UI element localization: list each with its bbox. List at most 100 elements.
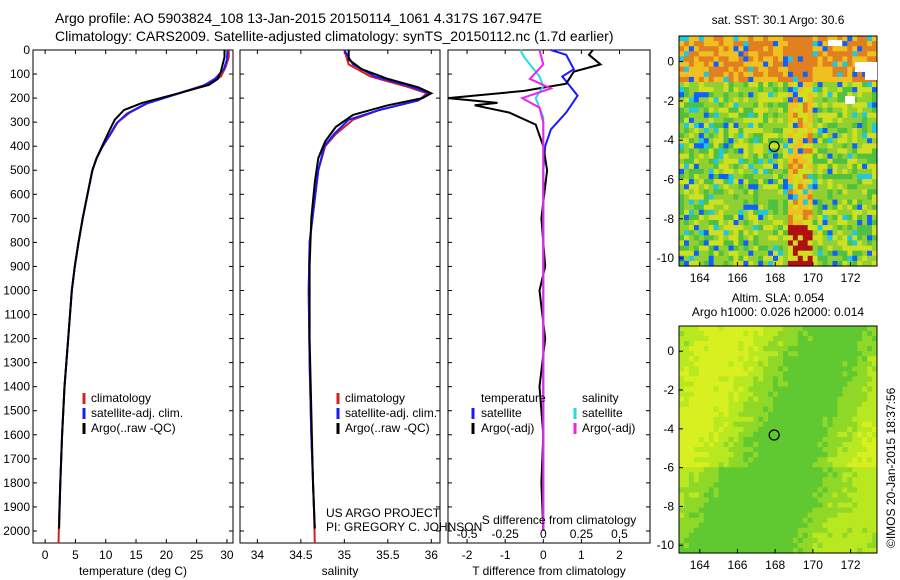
depth-tick-label: 1500 [3,404,30,418]
map-cell [743,366,749,372]
map-cell [837,437,843,443]
map-cell [718,351,725,357]
map-cell [827,386,833,393]
map-cell [847,492,853,499]
map-cell [847,532,853,539]
map-cell [862,41,868,47]
map-cell [783,336,789,342]
map-cell [773,36,779,42]
map-cell [857,250,863,257]
map-cell [807,502,814,509]
map-cell [862,174,868,180]
map-cell [679,361,685,367]
map-cell [857,214,863,221]
map-cell [693,416,700,423]
map-cell [807,107,814,114]
map-cell [852,128,858,134]
map-cell [822,512,828,519]
map-cell [758,447,764,453]
map-cell [822,61,828,68]
map-cell [698,356,705,362]
map-cell [748,128,754,134]
map-cell [718,537,725,544]
map-cell [778,522,784,529]
map-cell [743,431,749,438]
map-cell [807,133,814,139]
map-cell [862,163,868,170]
map-cell [753,71,759,78]
map-cell [827,517,833,524]
map-cell [708,107,715,114]
map-cell [679,341,685,347]
map-cell [693,174,700,180]
map-cell [708,527,715,534]
map-cell [768,107,774,114]
map-cell [733,36,739,42]
map-cell [847,230,853,236]
map-cell [703,204,710,211]
map-cell [822,107,828,114]
map-cell [758,437,764,443]
map-cell [743,179,749,185]
map-cell [847,371,853,377]
map-cell [728,230,734,236]
map-cell [738,71,744,78]
map-cell [773,346,779,352]
map-cell [832,194,838,201]
map-cell [822,487,828,493]
map-cell [718,477,725,483]
map-cell [688,522,695,529]
map-cell [684,356,690,362]
map-cell [867,41,873,47]
map-cell [812,548,819,554]
map-cell [792,416,799,423]
map-cell [718,230,725,236]
map-cell [688,411,695,418]
map-cell [852,527,858,534]
map-cell [857,117,863,124]
map-cell [703,240,710,247]
map-cell [783,179,789,185]
map-cell [718,199,725,206]
map-cell [792,381,799,388]
map-cell [797,542,804,549]
map-cell [728,158,734,165]
map-cell [773,356,779,362]
map-cell [797,492,804,499]
map-cell [743,447,749,453]
map-cell [698,66,705,73]
map-cell [738,472,744,478]
map-cell [703,163,710,170]
map-cell [773,199,779,206]
map-cell [748,225,754,231]
map-cell [733,416,739,423]
map-cell [817,467,824,473]
map-cell [723,452,729,458]
map-cell [768,168,774,175]
map-cell [679,82,685,88]
map-cell [817,391,824,398]
map-cell [857,542,863,549]
map-cell [842,391,848,398]
map-cell [778,82,784,88]
map-cell [703,542,710,549]
map-cell [867,117,873,124]
map-cell [713,366,720,372]
map-cell [743,487,749,493]
map-cell [743,117,749,124]
map-cell [862,204,868,211]
map-cell [852,507,858,514]
map-cell [827,46,833,52]
map-cell [872,209,878,216]
map-cell [733,240,739,247]
map-cell [783,153,789,160]
map-cell [693,431,700,438]
map-cell [817,517,824,524]
map-cell [822,189,828,195]
map-cell [787,46,794,52]
salinity-xtick-label: 34.5 [289,548,313,562]
map-cell [812,331,819,337]
map-cell [723,61,729,68]
map-cell [852,331,858,337]
map-cell [847,235,853,241]
